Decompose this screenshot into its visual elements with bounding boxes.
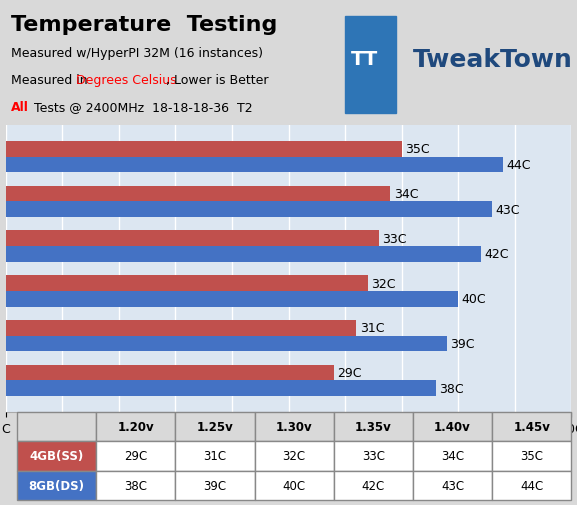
Text: TT: TT (351, 50, 379, 69)
Text: , Lower is Better: , Lower is Better (166, 74, 268, 87)
Text: Tests @ 2400MHz  18-18-18-36  T2: Tests @ 2400MHz 18-18-18-36 T2 (30, 100, 253, 114)
Text: 40C: 40C (462, 293, 486, 306)
Bar (6, 320, 357, 336)
Text: All: All (12, 100, 29, 114)
Text: 44C: 44C (507, 159, 531, 172)
Text: 32C: 32C (371, 277, 396, 290)
Text: 31C: 31C (359, 322, 384, 335)
Text: 43C: 43C (496, 204, 520, 216)
Bar (6, 202, 492, 218)
Bar (6, 142, 402, 157)
Text: Measured w/HyperPI 32M (16 instances): Measured w/HyperPI 32M (16 instances) (12, 47, 264, 61)
Text: Degrees Celsius: Degrees Celsius (76, 74, 177, 87)
Bar (6, 336, 447, 351)
Text: 33C: 33C (383, 232, 407, 245)
Text: Temperature  Testing: Temperature Testing (12, 15, 278, 35)
Bar (6, 291, 458, 307)
Text: Measured in: Measured in (12, 74, 92, 87)
Bar (6, 246, 481, 262)
Bar (345, 17, 396, 114)
Text: 38C: 38C (439, 382, 463, 395)
Bar (6, 231, 379, 246)
Text: 29C: 29C (337, 367, 362, 379)
Bar (6, 365, 334, 381)
Bar (6, 157, 503, 173)
Text: 39C: 39C (450, 337, 475, 350)
Text: 34C: 34C (394, 188, 418, 200)
Text: TweakTown: TweakTown (413, 47, 573, 72)
Bar (6, 381, 436, 396)
Bar (6, 276, 368, 291)
Text: 35C: 35C (405, 143, 430, 156)
Text: 42C: 42C (484, 248, 509, 261)
Bar (6, 186, 390, 202)
